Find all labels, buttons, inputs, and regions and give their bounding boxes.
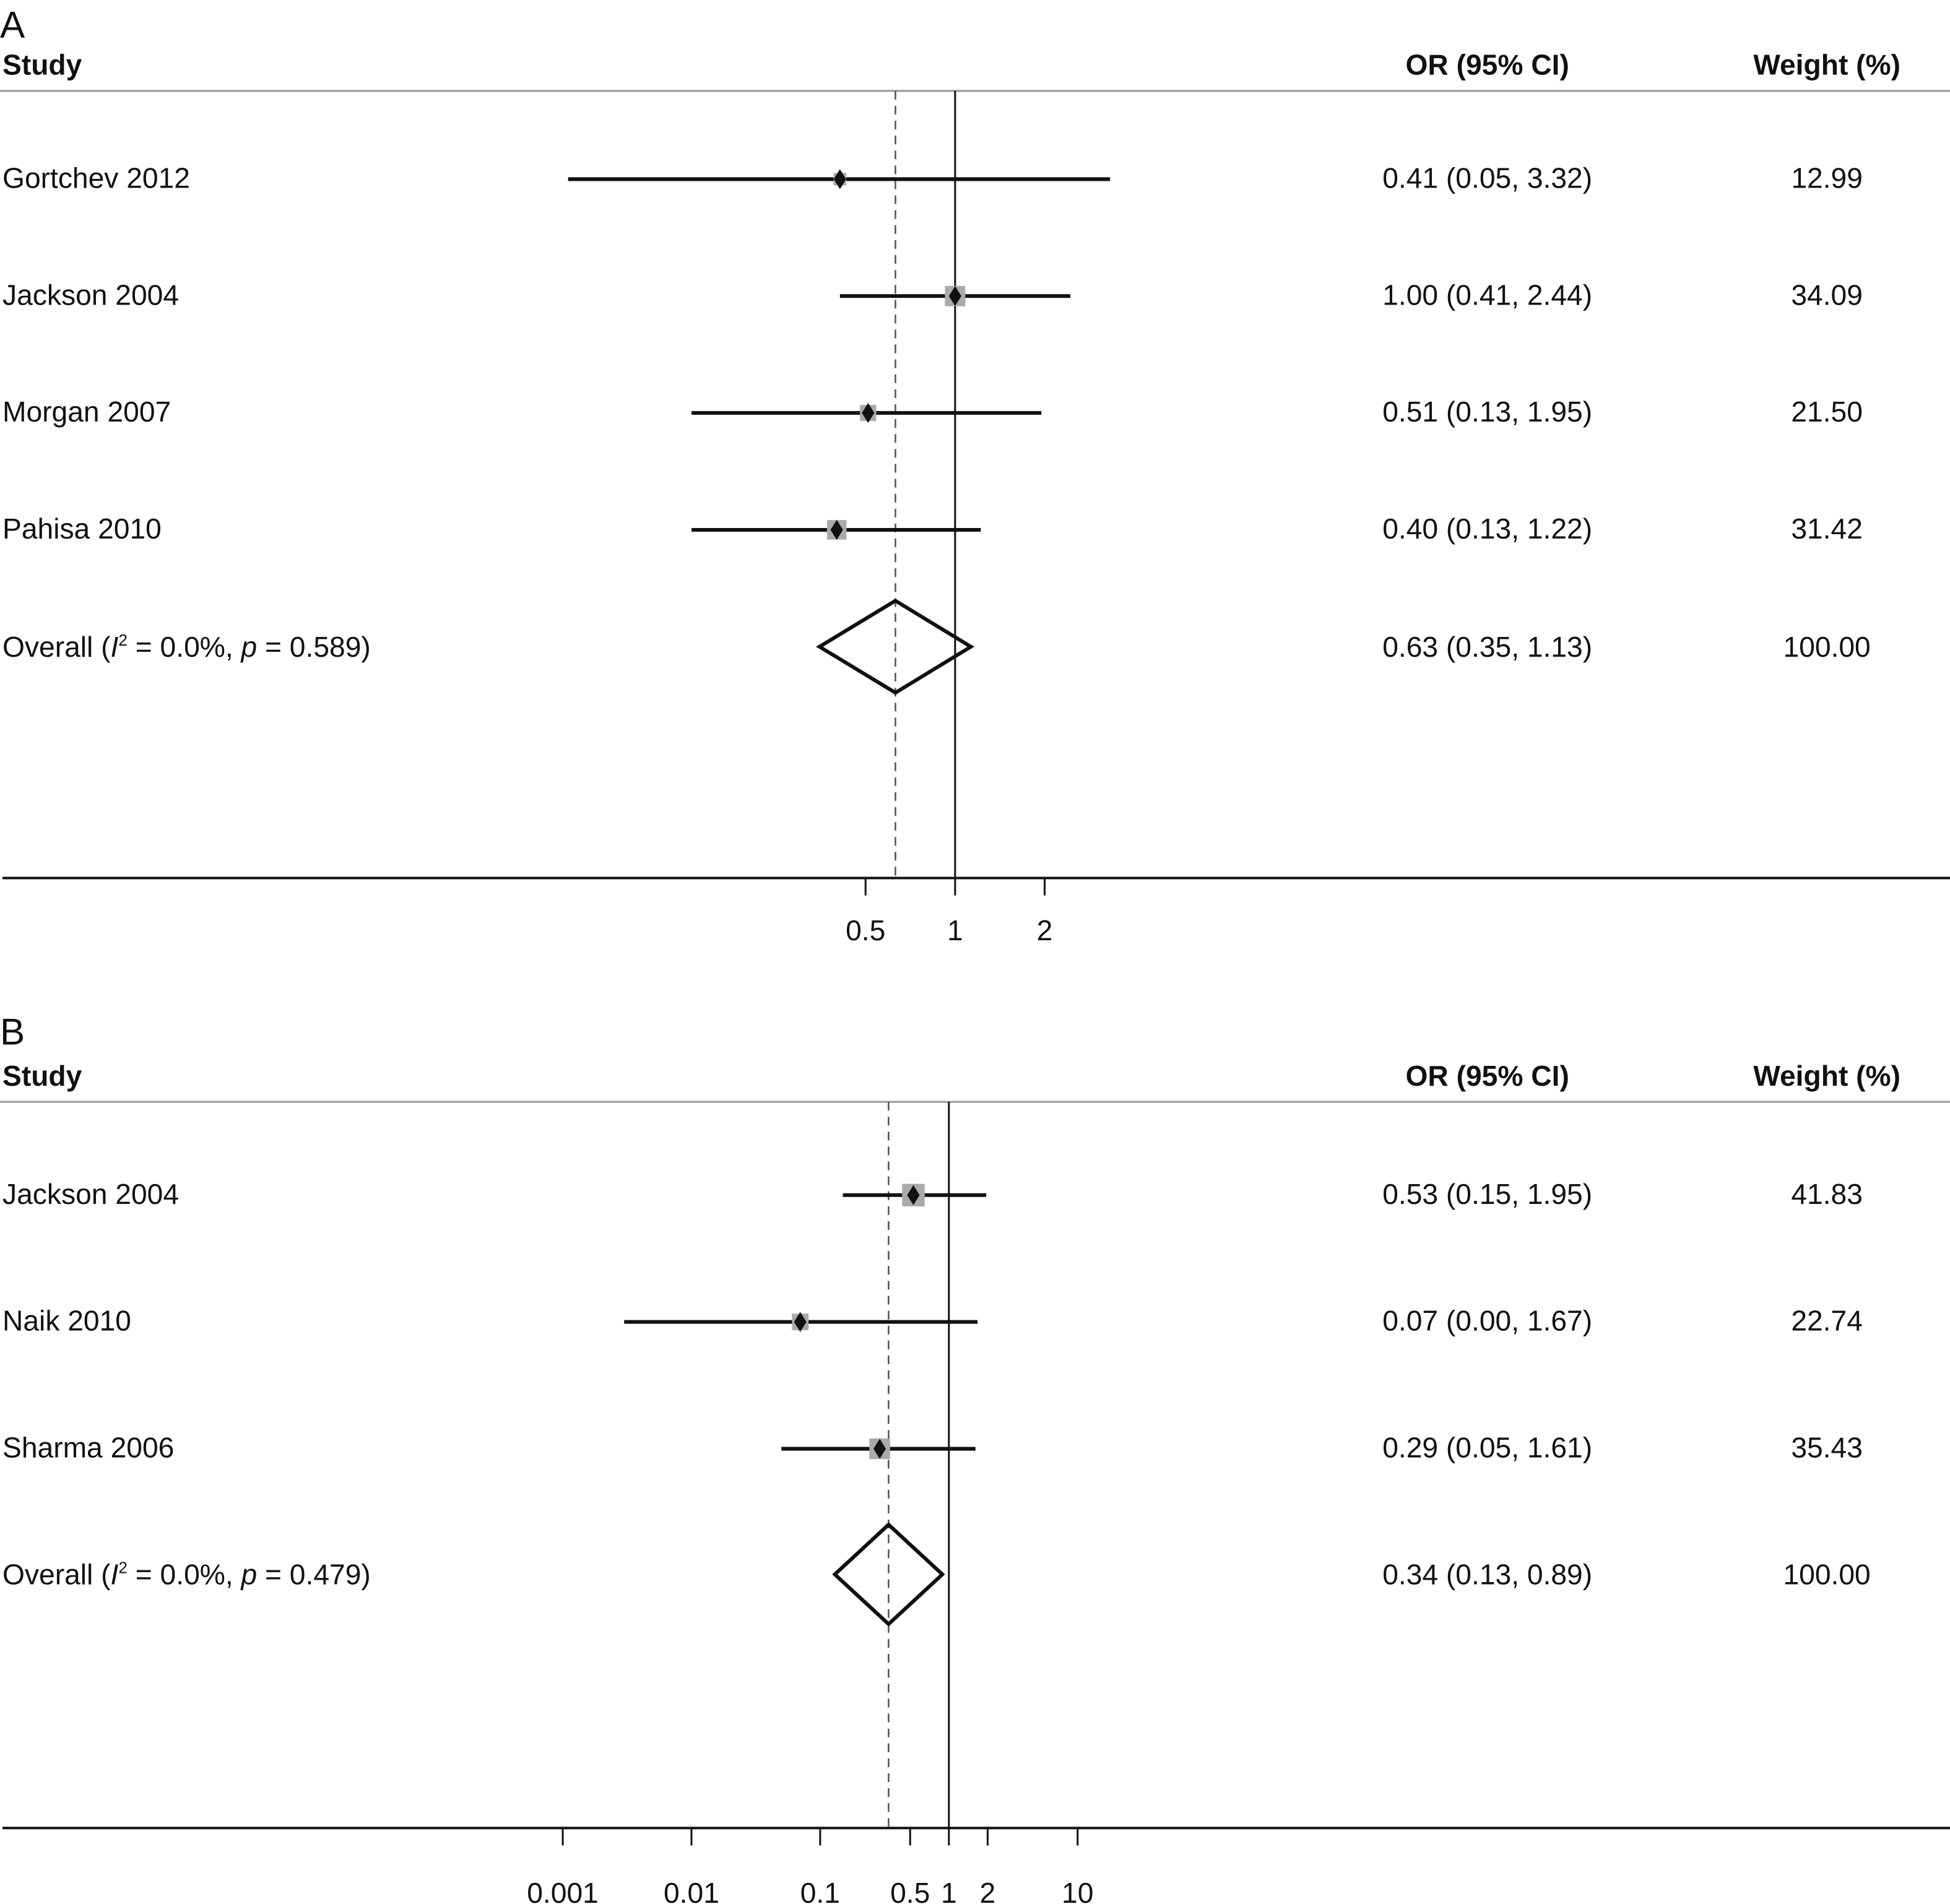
overall-label-part: p — [240, 631, 257, 663]
study-or-ci: 0.07 (0.00, 1.67) — [1382, 1305, 1592, 1337]
point-estimate-marker — [873, 1439, 886, 1459]
study-or-ci: 0.53 (0.15, 1.95) — [1382, 1178, 1592, 1210]
study-label: Pahisa 2010 — [2, 513, 162, 545]
point-estimate-marker — [830, 519, 843, 540]
study-label: Naik 2010 — [2, 1305, 131, 1337]
study-label: Gortchev 2012 — [2, 162, 190, 194]
x-tick-label: 1 — [941, 1877, 957, 1904]
x-tick-label: 0.1 — [800, 1877, 840, 1904]
point-estimate-marker — [833, 169, 846, 189]
overall-or-ci: 0.63 (0.35, 1.13) — [1382, 631, 1592, 663]
overall-diamond — [832, 1522, 945, 1627]
study-weight: 12.99 — [1791, 162, 1863, 194]
overall-label-part: = 0.479) — [257, 1559, 371, 1591]
overall-weight: 100.00 — [1783, 1559, 1870, 1591]
x-tick-label: 0.001 — [527, 1877, 599, 1904]
study-weight: 22.74 — [1791, 1305, 1863, 1337]
x-tick-label: 10 — [1062, 1877, 1093, 1904]
study-weight: 21.50 — [1791, 396, 1863, 428]
overall-label-part: = 0.0%, — [128, 631, 241, 663]
header-or-ci: OR (95% CI) — [1406, 1060, 1569, 1092]
header-or-ci: OR (95% CI) — [1406, 49, 1569, 81]
header-weight: Weight (%) — [1753, 49, 1900, 81]
point-estimate-marker — [907, 1185, 920, 1205]
panel-label: B — [0, 1011, 25, 1053]
overall-label-part: Overall ( — [2, 1559, 111, 1591]
header-study: Study — [2, 1060, 82, 1092]
study-weight: 31.42 — [1791, 513, 1863, 545]
overall-label-part: 2 — [118, 1558, 128, 1577]
study-weight: 34.09 — [1791, 279, 1863, 311]
overall-label: Overall (I2 = 0.0%, p = 0.479) — [2, 1558, 371, 1590]
overall-label-part: I — [111, 631, 119, 663]
overall-label-part: = 0.589) — [257, 631, 371, 663]
overall-label: Overall (I2 = 0.0%, p = 0.589) — [2, 631, 371, 663]
study-or-ci: 1.00 (0.41, 2.44) — [1382, 279, 1592, 311]
x-tick-label: 1 — [947, 914, 963, 946]
study-label: Morgan 2007 — [2, 396, 171, 428]
study-or-ci: 0.51 (0.13, 1.95) — [1382, 396, 1592, 428]
study-label: Sharma 2006 — [2, 1432, 174, 1464]
header-weight: Weight (%) — [1753, 1060, 1900, 1092]
overall-label-part: I — [111, 1559, 119, 1591]
overall-label-part: 2 — [118, 631, 128, 649]
point-estimate-marker — [862, 403, 875, 423]
x-tick-label: 0.5 — [846, 914, 885, 946]
panel-label: A — [0, 3, 25, 45]
study-weight: 35.43 — [1791, 1432, 1863, 1464]
point-estimate-marker — [948, 286, 961, 306]
overall-label-part: = 0.0%, — [128, 1559, 241, 1591]
study-or-ci: 0.40 (0.13, 1.22) — [1382, 513, 1592, 545]
overall-or-ci: 0.34 (0.13, 0.89) — [1382, 1559, 1592, 1591]
point-estimate-marker — [794, 1312, 807, 1332]
study-label: Jackson 2004 — [2, 279, 179, 311]
overall-diamond — [815, 598, 975, 695]
x-tick-label: 2 — [1037, 914, 1053, 946]
overall-weight: 100.00 — [1783, 631, 1870, 663]
header-study: Study — [2, 49, 82, 81]
study-or-ci: 0.29 (0.05, 1.61) — [1382, 1432, 1592, 1464]
overall-label-part: p — [240, 1559, 257, 1591]
overall-label-part: Overall ( — [2, 631, 111, 663]
x-tick-label: 2 — [980, 1877, 996, 1904]
study-or-ci: 0.41 (0.05, 3.32) — [1382, 162, 1592, 194]
study-label: Jackson 2004 — [2, 1178, 179, 1210]
x-tick-label: 0.01 — [664, 1877, 719, 1904]
x-tick-label: 0.5 — [890, 1877, 930, 1904]
study-weight: 41.83 — [1791, 1178, 1863, 1210]
